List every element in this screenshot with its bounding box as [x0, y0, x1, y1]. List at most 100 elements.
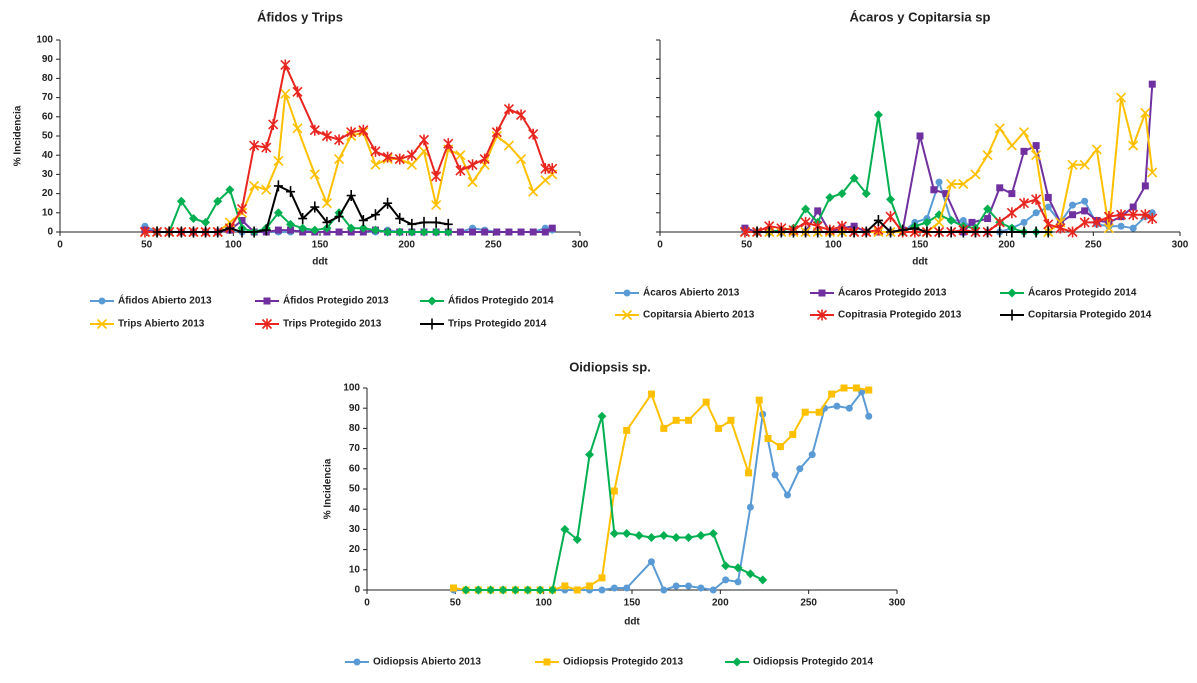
point — [469, 228, 477, 236]
legend-label: Ácaros Protegido 2013 — [838, 286, 947, 299]
point — [865, 386, 873, 394]
point — [1031, 150, 1042, 161]
y-tick-label: 0 — [354, 585, 360, 596]
point — [865, 412, 873, 420]
point — [886, 226, 896, 238]
y-tick-label: 10 — [349, 564, 361, 575]
point — [334, 211, 344, 223]
point — [334, 153, 345, 165]
legend-marker — [816, 309, 828, 321]
point — [1091, 216, 1102, 228]
point — [394, 153, 405, 165]
point — [298, 213, 308, 225]
point — [609, 528, 619, 538]
point — [828, 390, 836, 398]
y-axis-label: % Incidencia — [323, 458, 334, 519]
point — [598, 574, 606, 582]
point — [1128, 209, 1139, 221]
point — [983, 226, 993, 238]
point — [672, 416, 680, 424]
point — [547, 163, 558, 175]
point — [201, 217, 211, 227]
point — [715, 424, 723, 432]
point — [1032, 209, 1040, 217]
x-tick-label: 150 — [912, 240, 929, 251]
point — [249, 226, 259, 238]
x-tick-label: 0 — [364, 598, 370, 609]
point — [280, 88, 291, 99]
point — [776, 443, 784, 451]
point — [1069, 201, 1077, 209]
point — [286, 186, 296, 198]
x-tick-label: 300 — [572, 240, 589, 251]
point — [236, 203, 248, 215]
series-line — [453, 387, 869, 592]
x-tick-label: 250 — [485, 240, 502, 251]
point — [486, 585, 496, 595]
x-tick-label: 50 — [450, 598, 462, 609]
point — [623, 426, 631, 434]
point — [970, 226, 980, 238]
point — [702, 398, 710, 406]
point — [561, 582, 569, 590]
legend-label: Ácaros Abierto 2013 — [643, 286, 740, 299]
legend-marker — [98, 297, 106, 305]
point — [274, 226, 282, 234]
point — [585, 450, 595, 460]
point — [213, 196, 223, 206]
x-axis-label: ddt — [312, 257, 328, 268]
legend-marker — [1007, 288, 1017, 298]
legend-marker — [261, 318, 273, 330]
point — [456, 228, 464, 236]
point — [395, 227, 405, 237]
x-tick-label: 300 — [889, 598, 906, 609]
point — [813, 226, 823, 238]
legend-label: Copitarsia Abierto 2013 — [643, 310, 755, 321]
point — [597, 411, 607, 421]
point — [634, 530, 644, 540]
y-tick-label: 50 — [42, 131, 54, 142]
point — [850, 222, 858, 230]
point — [443, 227, 453, 237]
point — [1044, 203, 1052, 211]
point — [491, 126, 502, 138]
y-tick-label: 90 — [42, 54, 54, 65]
legend-label: Oidiopsis Protegido 2014 — [753, 657, 873, 668]
x-axis-label: ddt — [912, 257, 928, 268]
point — [873, 110, 883, 120]
point — [930, 186, 938, 194]
y-tick-label: 70 — [42, 92, 54, 103]
point — [1140, 209, 1151, 221]
point — [370, 145, 381, 157]
point — [505, 228, 513, 236]
point — [873, 214, 883, 226]
y-tick-label: 100 — [343, 383, 360, 394]
point — [188, 214, 198, 224]
point — [287, 226, 295, 234]
point — [188, 226, 198, 238]
point — [280, 59, 291, 71]
point — [623, 584, 631, 592]
point — [407, 218, 417, 230]
point — [722, 576, 730, 584]
series-line — [465, 415, 764, 591]
point — [922, 226, 932, 238]
point — [1018, 127, 1030, 138]
series-line — [144, 93, 553, 233]
point — [541, 228, 549, 236]
point — [1147, 167, 1158, 178]
point — [273, 208, 283, 218]
point — [685, 416, 693, 424]
x-tick-label: 0 — [57, 240, 63, 251]
chart-title: Ácaros y Copitarsia sp — [850, 9, 991, 24]
point — [573, 586, 581, 594]
point — [647, 390, 655, 398]
point — [443, 218, 453, 230]
point — [516, 109, 527, 121]
y-tick-label: 30 — [42, 169, 54, 180]
point — [322, 216, 332, 228]
point — [407, 227, 417, 237]
point — [898, 224, 908, 236]
point — [548, 585, 557, 595]
point — [479, 153, 490, 165]
